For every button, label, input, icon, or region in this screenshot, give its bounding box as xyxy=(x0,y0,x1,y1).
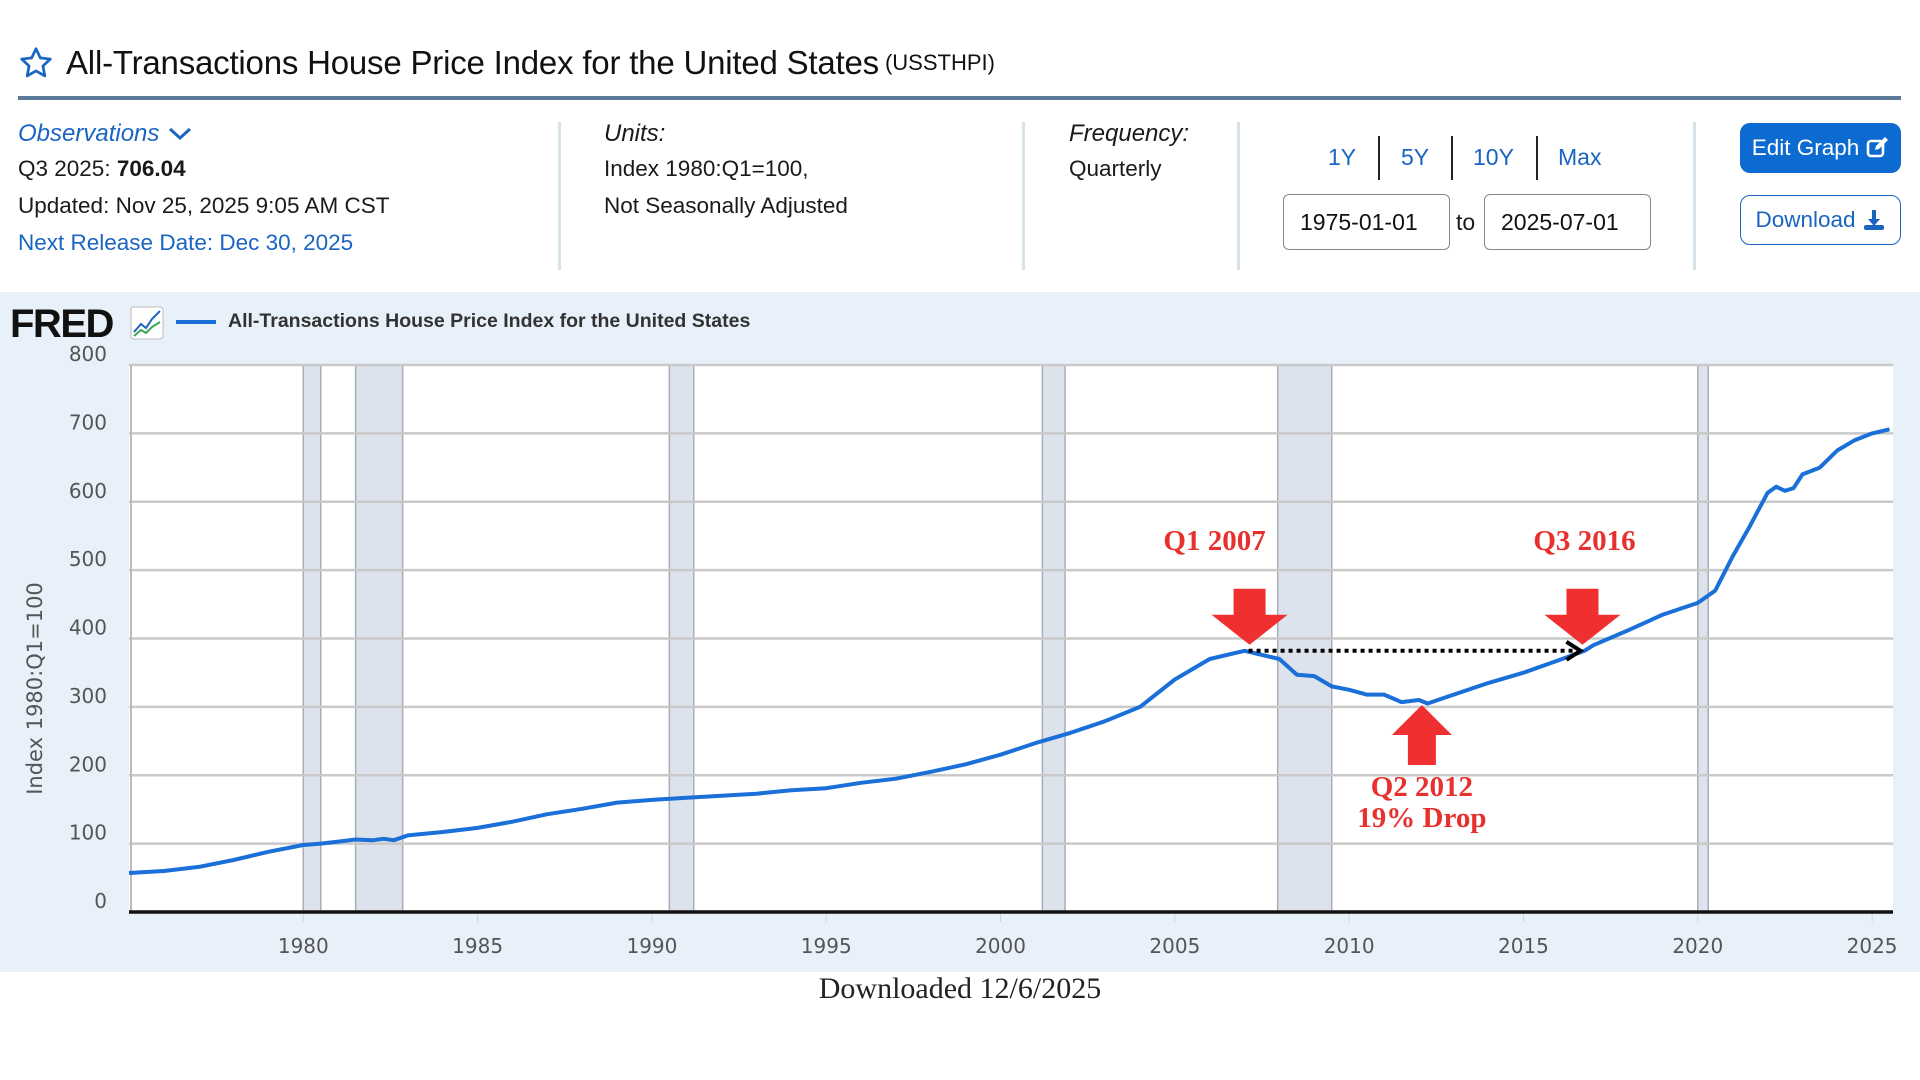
end-date-input[interactable] xyxy=(1484,194,1651,250)
to-label: to xyxy=(1456,209,1476,235)
frequency-label: Frequency: xyxy=(1069,120,1190,147)
x-tick-label: 2015 xyxy=(1498,934,1549,958)
divider xyxy=(558,122,561,270)
download-button[interactable]: Download xyxy=(1740,195,1901,245)
star-icon[interactable] xyxy=(18,45,54,81)
y-tick-label: 800 xyxy=(69,342,107,366)
up-arrow-icon xyxy=(1391,705,1452,766)
download-label: Download xyxy=(1755,207,1856,232)
x-tick-label: 1980 xyxy=(278,934,329,958)
range-separator xyxy=(1451,136,1453,180)
edit-graph-label: Edit Graph xyxy=(1751,135,1860,160)
download-icon xyxy=(1863,210,1884,230)
y-tick-label: 600 xyxy=(69,479,107,503)
updated-text: Updated: Nov 25, 2025 9:05 AM CST xyxy=(18,193,390,218)
units-panel: Units: Index 1980:Q1=100, Not Seasonally… xyxy=(604,120,848,224)
series-line xyxy=(128,427,1890,875)
latest-period: Q3 2025: xyxy=(18,156,111,181)
range-separator xyxy=(1378,136,1380,180)
range-separator xyxy=(1536,136,1538,180)
range-max-button[interactable]: Max xyxy=(1558,144,1602,170)
page-header: All-Transactions House Price Index for t… xyxy=(18,38,995,88)
divider xyxy=(1693,122,1696,270)
annotation-q3-2016: Q3 2016 xyxy=(1533,525,1635,557)
frequency-panel: Frequency: Quarterly xyxy=(1069,120,1189,187)
header-divider xyxy=(18,96,1901,100)
y-tick-label: 300 xyxy=(69,684,107,708)
range-10y-button[interactable]: 10Y xyxy=(1473,144,1514,170)
observations-panel: Observations Q3 2025: 706.04 Updated: No… xyxy=(18,120,389,261)
y-tick-label: 200 xyxy=(69,752,107,776)
y-axis-ticks: 0 100 200 300 400 500 600 700 800 xyxy=(69,342,107,913)
next-release-link[interactable]: Next Release Date: Dec 30, 2025 xyxy=(18,230,354,255)
x-tick-label: 1995 xyxy=(801,934,852,958)
x-tick-label: 2000 xyxy=(975,934,1026,958)
y-tick-label: 500 xyxy=(69,547,107,571)
y-axis-label: Index 1980:Q1=100 xyxy=(23,582,47,795)
annotation-drop: 19% Drop xyxy=(1357,802,1486,834)
series-id: (USSTHPI) xyxy=(884,50,995,75)
chart-icon xyxy=(130,306,164,340)
observations-toggle[interactable]: Observations xyxy=(18,120,389,148)
fred-logo: FRED xyxy=(10,302,114,346)
page-title: All-Transactions House Price Index for t… xyxy=(66,44,879,81)
units-label: Units: xyxy=(604,120,666,147)
latest-observation: Q3 2025: 706.04 xyxy=(18,150,389,187)
y-tick-label: 400 xyxy=(69,616,107,640)
y-tick-label: 100 xyxy=(69,821,107,845)
annotation-q1-2007: Q1 2007 xyxy=(1163,525,1265,557)
range-1y-button[interactable]: 1Y xyxy=(1328,144,1357,170)
range-5y-button[interactable]: 5Y xyxy=(1401,144,1430,170)
divider xyxy=(1237,122,1240,270)
observations-label: Observations xyxy=(18,120,160,147)
x-tick-label: 2010 xyxy=(1324,934,1375,958)
legend-label: All-Transactions House Price Index for t… xyxy=(228,310,751,332)
y-tick-label: 700 xyxy=(69,410,107,434)
x-tick-label: 2005 xyxy=(1149,934,1200,958)
chevron-down-icon xyxy=(169,127,192,141)
edit-icon xyxy=(1866,137,1889,158)
x-tick-label: 1985 xyxy=(452,934,503,958)
x-tick-label: 2025 xyxy=(1847,934,1898,958)
latest-value: 706.04 xyxy=(116,156,186,181)
x-tick-label: 1990 xyxy=(626,934,677,958)
start-date-input[interactable] xyxy=(1283,194,1450,250)
down-arrow-icon xyxy=(1544,588,1621,645)
arrowhead-icon xyxy=(1565,640,1585,662)
x-axis-ticks: 1980 1985 1990 1995 2000 2005 2010 2015 2020 2025 xyxy=(278,912,1898,958)
units-line2: Not Seasonally Adjusted xyxy=(604,193,848,218)
frequency-value: Quarterly xyxy=(1069,156,1162,181)
annotation-q2-2012: Q2 2012 xyxy=(1371,771,1473,803)
chart-legend: All-Transactions House Price Index for t… xyxy=(176,310,750,333)
gridlines xyxy=(129,363,1893,912)
legend-swatch xyxy=(176,319,216,324)
down-arrow-icon xyxy=(1211,588,1288,645)
units-line1: Index 1980:Q1=100, xyxy=(604,156,809,181)
downloaded-caption: Downloaded 12/6/2025 xyxy=(818,972,1102,1005)
x-tick-label: 2020 xyxy=(1672,934,1723,958)
edit-graph-button[interactable]: Edit Graph xyxy=(1740,123,1901,173)
y-tick-label: 0 xyxy=(94,889,107,913)
divider xyxy=(1022,122,1025,270)
